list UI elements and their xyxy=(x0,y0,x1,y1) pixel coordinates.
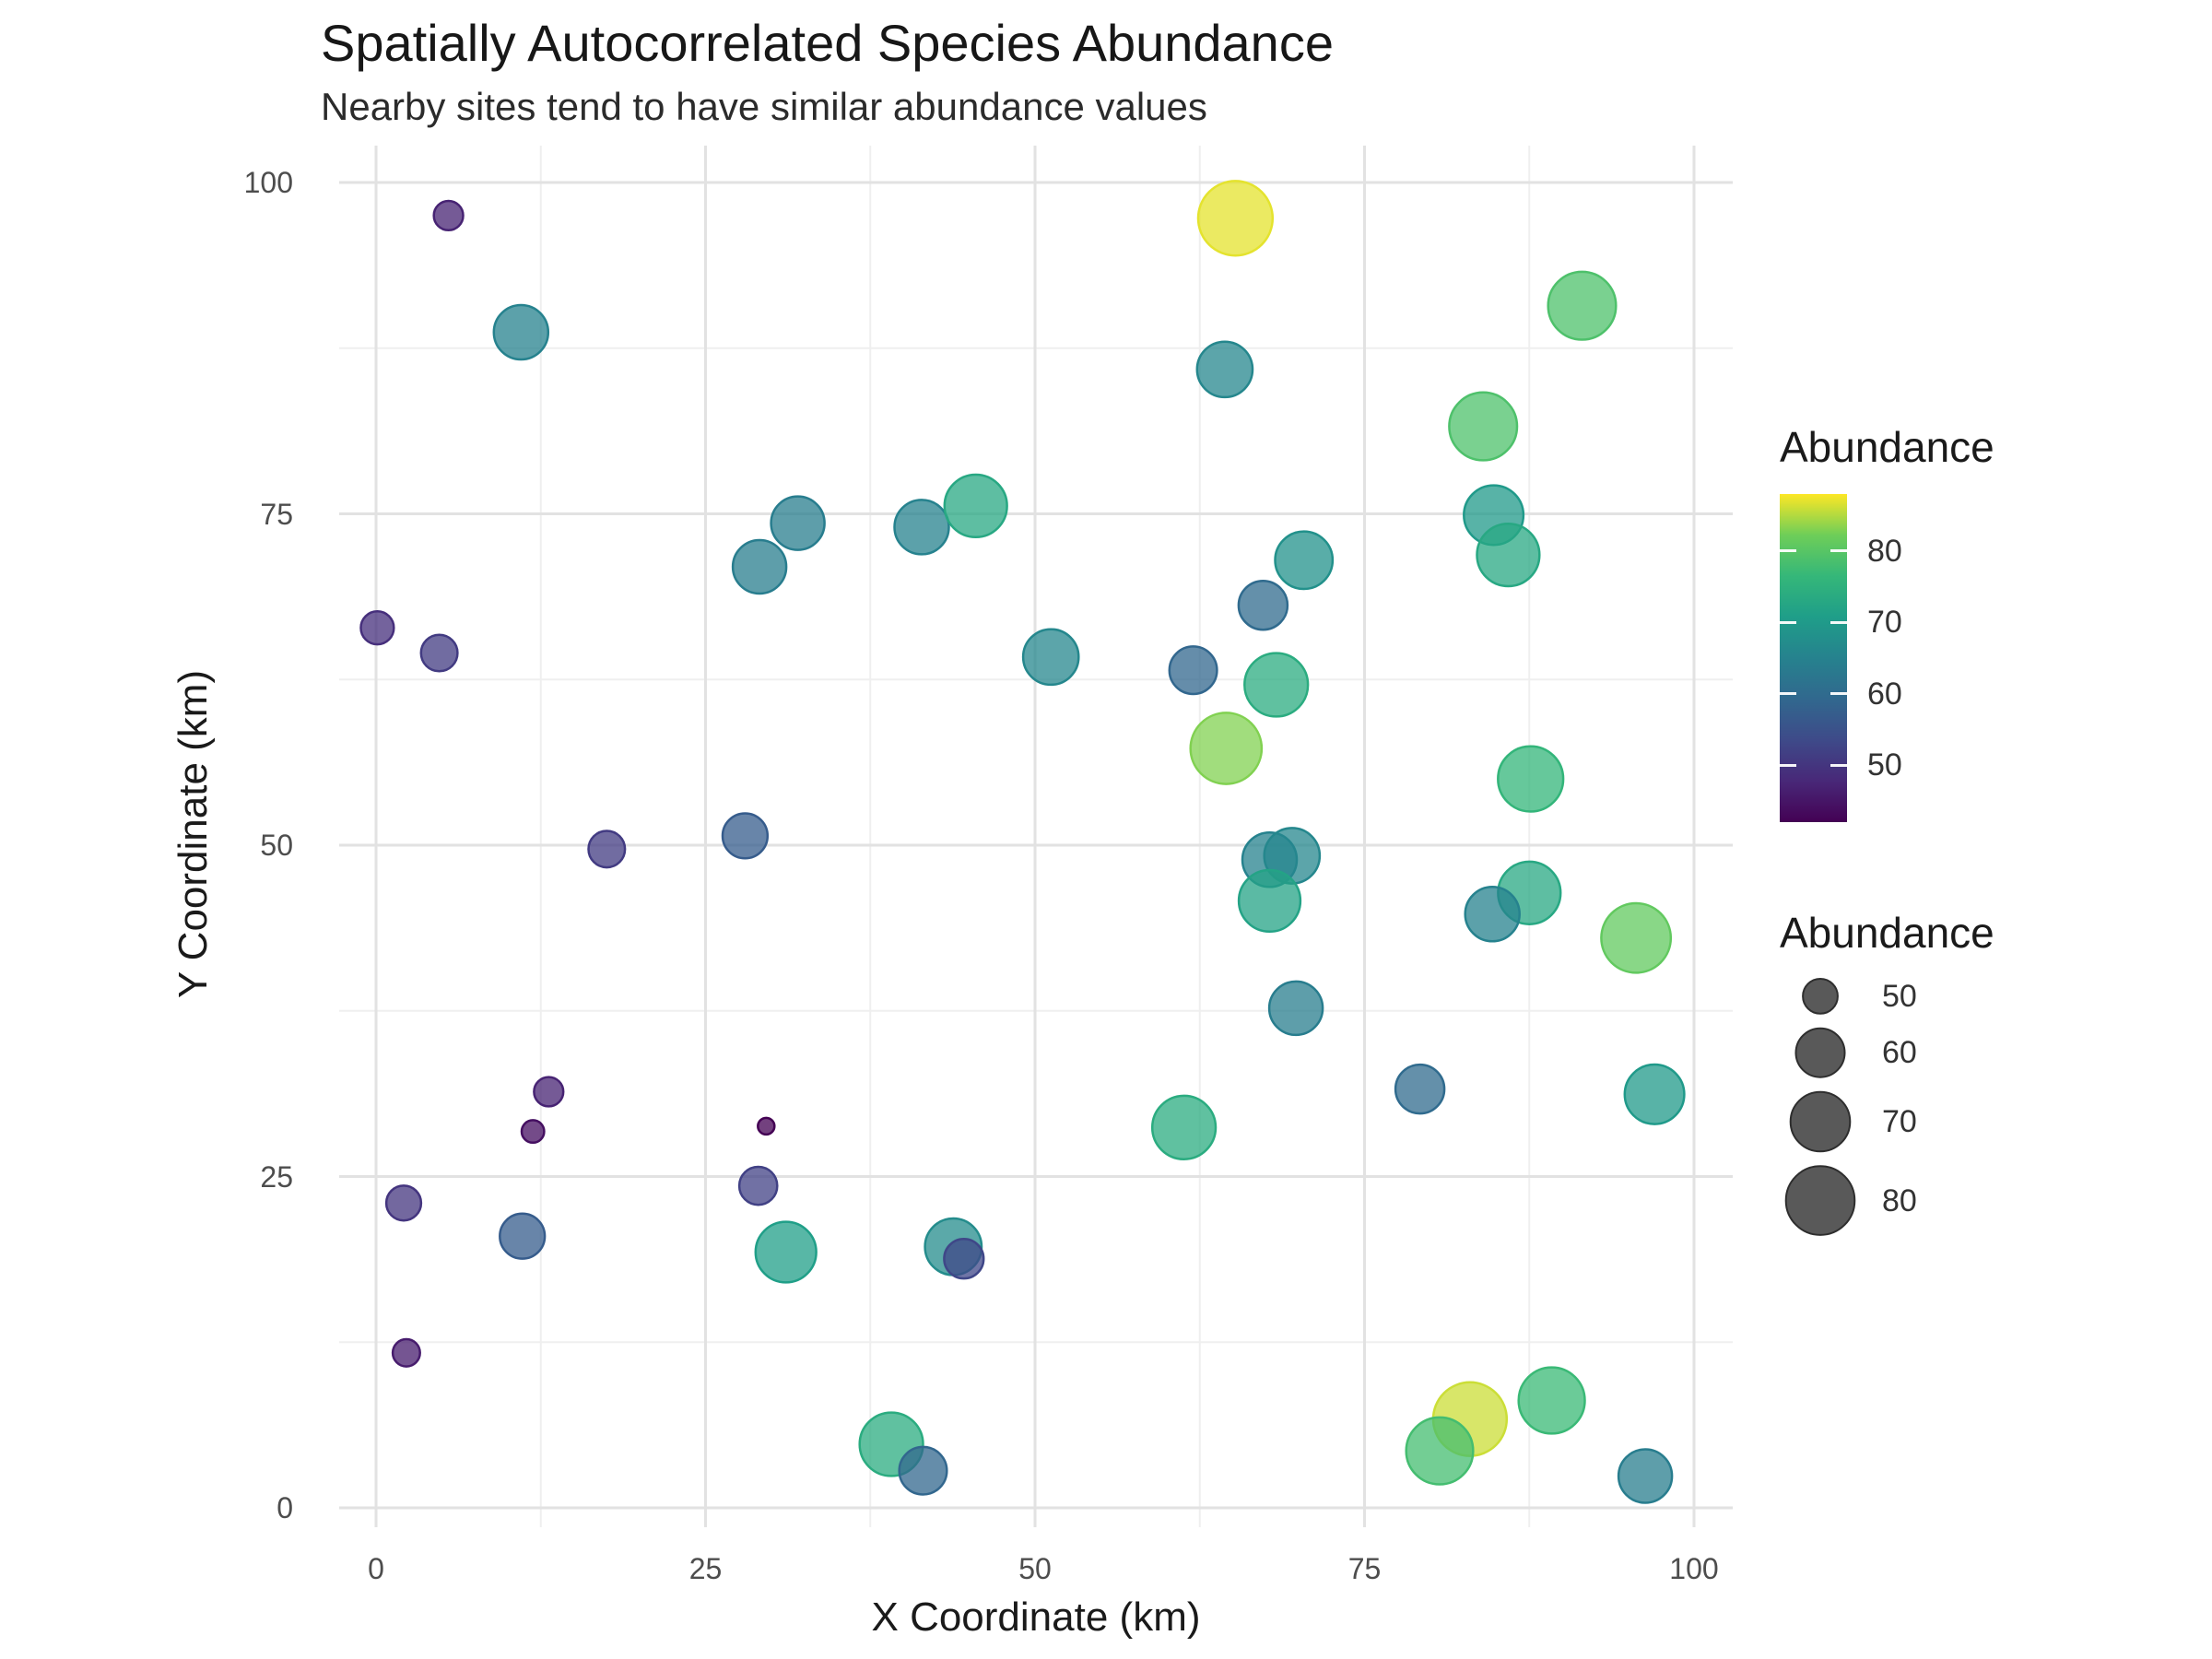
data-point xyxy=(1497,745,1565,813)
size-legend-value-label: 80 xyxy=(1882,1182,1917,1218)
data-point xyxy=(754,1220,818,1284)
colorbar-tick-label: 50 xyxy=(1867,747,1902,783)
data-point xyxy=(492,303,550,361)
size-legend-circle xyxy=(1794,1027,1846,1078)
size-legend-value-label: 50 xyxy=(1882,978,1917,1014)
size-legend-circle xyxy=(1784,1165,1856,1236)
data-point xyxy=(419,633,459,673)
data-point xyxy=(1189,712,1264,785)
data-point xyxy=(1600,901,1673,974)
data-point xyxy=(1196,180,1275,257)
data-point xyxy=(391,1337,421,1368)
size-legend-circle xyxy=(1789,1090,1852,1153)
y-tick-label: 0 xyxy=(276,1491,293,1524)
data-point xyxy=(499,1212,547,1260)
data-point xyxy=(1267,980,1324,1037)
data-point xyxy=(770,495,826,551)
color-legend-title: Abundance xyxy=(1780,423,1994,471)
y-tick-label: 25 xyxy=(260,1159,293,1194)
colorbar-tick-label: 60 xyxy=(1867,676,1902,712)
colorbar-tick-mark xyxy=(1830,620,1847,624)
colorbar-gradient xyxy=(1780,494,1847,822)
data-point xyxy=(1517,1366,1586,1435)
data-point xyxy=(359,610,395,646)
data-point xyxy=(1274,530,1335,591)
data-point xyxy=(1150,1094,1218,1160)
colorbar-tick-mark xyxy=(1780,620,1796,624)
x-tick-label: 0 xyxy=(368,1552,384,1585)
y-tick-label: 50 xyxy=(260,829,293,862)
data-point xyxy=(1464,886,1521,943)
size-legend-value-label: 60 xyxy=(1882,1035,1917,1071)
colorbar-tick-label: 70 xyxy=(1867,605,1902,641)
colorbar-tick-mark xyxy=(1830,763,1847,767)
data-point xyxy=(1237,868,1302,934)
data-point xyxy=(1448,391,1519,462)
data-point xyxy=(1547,270,1618,341)
data-point xyxy=(1405,1416,1475,1486)
x-tick-label: 100 xyxy=(1669,1552,1719,1585)
data-point xyxy=(1394,1063,1446,1115)
x-tick-label: 25 xyxy=(688,1552,723,1585)
colorbar-tick-label: 80 xyxy=(1867,533,1902,569)
data-point xyxy=(533,1076,565,1108)
data-point xyxy=(587,830,627,869)
data-point xyxy=(384,1184,423,1222)
chart-subtitle: Nearby sites tend to have similar abunda… xyxy=(321,85,1207,128)
data-point xyxy=(1243,652,1310,718)
data-point xyxy=(721,812,770,860)
y-tick-label: 100 xyxy=(243,166,293,199)
data-point xyxy=(520,1119,546,1145)
data-point xyxy=(1617,1448,1674,1504)
data-point xyxy=(893,499,950,556)
data-point xyxy=(1168,645,1218,696)
y-tick-label: 75 xyxy=(260,497,293,531)
data-point xyxy=(1195,340,1254,399)
data-point xyxy=(432,199,465,232)
x-tick-label: 50 xyxy=(1018,1552,1052,1585)
colorbar-tick-mark xyxy=(1830,692,1847,696)
colorbar-tick-mark xyxy=(1780,692,1796,696)
data-point xyxy=(737,1165,779,1206)
size-legend-value-label: 70 xyxy=(1882,1104,1917,1139)
data-point xyxy=(898,1445,948,1496)
x-tick-label: 75 xyxy=(1347,1552,1382,1585)
y-axis-title: Y Coordinate (km) xyxy=(171,669,216,999)
x-axis-title: X Coordinate (km) xyxy=(871,1594,1201,1640)
size-legend-circle xyxy=(1802,977,1839,1015)
size-legend-swatches xyxy=(1784,977,1856,1236)
data-point xyxy=(731,538,788,595)
data-point xyxy=(1623,1063,1686,1125)
colorbar-tick-mark xyxy=(1780,763,1796,767)
data-point xyxy=(1476,522,1541,588)
data-point xyxy=(1237,579,1289,631)
data-point xyxy=(943,473,1008,539)
chart-title: Spatially Autocorrelated Species Abundan… xyxy=(321,14,1334,72)
colorbar-tick-mark xyxy=(1830,549,1847,553)
data-point xyxy=(757,1116,776,1136)
size-legend-title: Abundance xyxy=(1780,909,1994,957)
data-point xyxy=(943,1238,985,1280)
colorbar-tick-mark xyxy=(1780,549,1796,553)
data-point xyxy=(1021,628,1080,687)
